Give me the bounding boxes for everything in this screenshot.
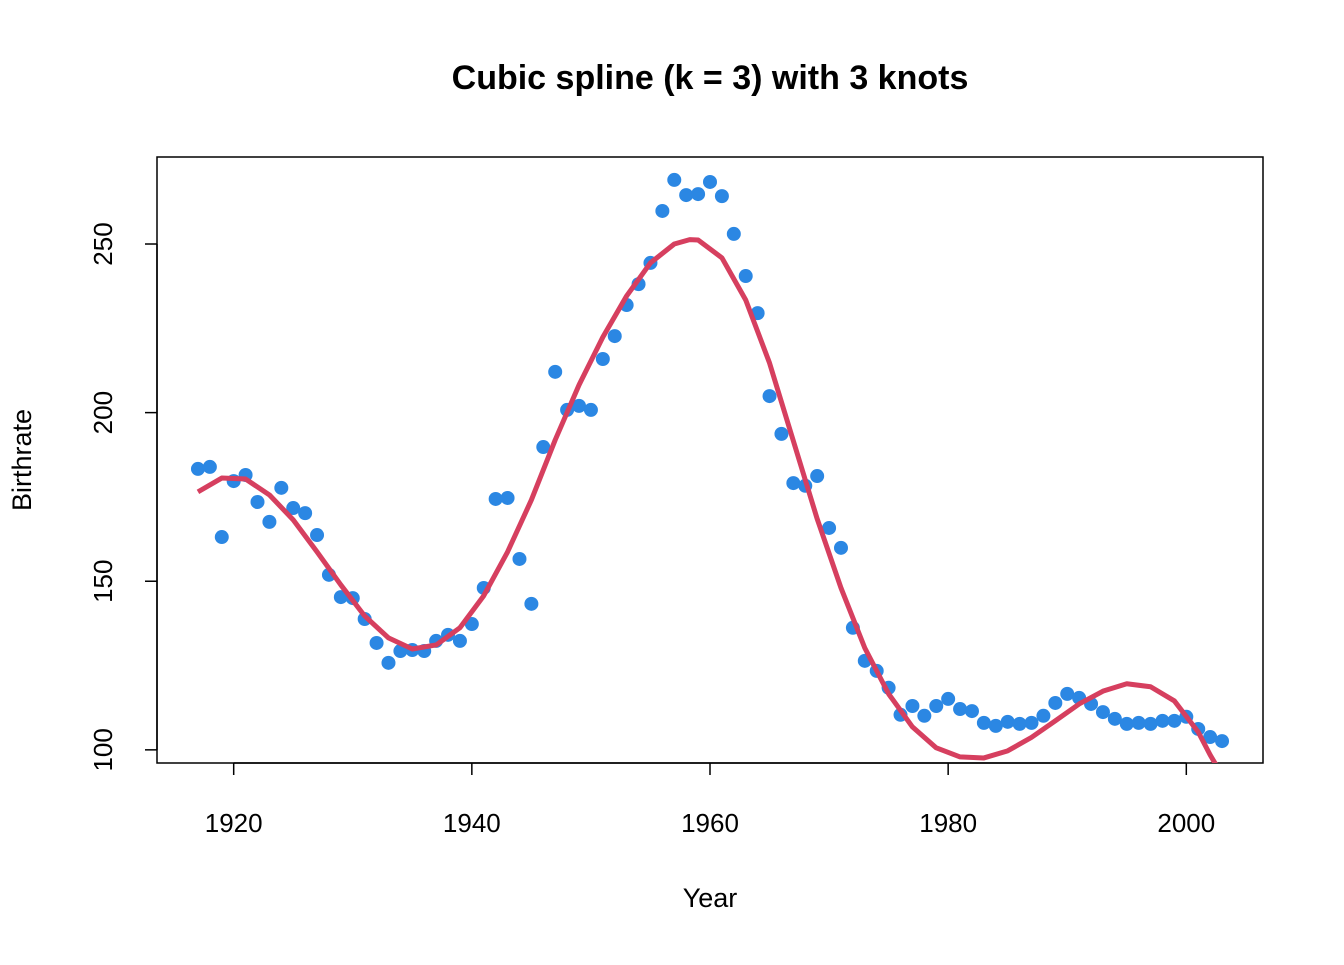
data-point [1000,714,1015,729]
data-point [488,491,503,506]
data-point [655,203,670,218]
data-point [726,226,741,241]
data-point [262,514,277,529]
data-point [941,691,956,706]
spline-curve [196,237,1218,763]
y-tick-label: 100 [88,728,118,771]
x-tick-label: 1940 [443,808,501,838]
data-point [1203,730,1218,745]
data-point [369,635,384,650]
data-point [703,174,717,189]
data-point [1036,708,1051,723]
data-point [1155,713,1170,728]
data-point [762,389,777,404]
data-point [810,469,825,484]
data-point [738,269,753,284]
data-point [1167,713,1182,728]
data-point [1024,715,1039,730]
plot-area [190,172,1230,763]
data-point [214,530,229,545]
data-point [536,440,551,455]
data-point [964,704,979,719]
y-tick-label: 250 [88,222,118,265]
data-point [929,699,944,714]
data-point [1012,716,1027,731]
data-point [310,528,325,543]
x-tick-label: 1980 [919,808,977,838]
data-point [691,187,706,202]
data-point [822,520,837,535]
chart-title: Cubic spline (k = 3) with 3 knots [452,59,969,97]
data-point [1060,686,1075,701]
data-point [607,329,622,344]
data-point [250,494,265,509]
data-point [595,352,610,366]
data-point [714,189,729,204]
data-point [1119,716,1134,731]
data-point [1215,734,1230,749]
data-point [202,459,217,474]
data-point [679,188,694,203]
data-point [988,718,1003,733]
data-point [917,708,932,723]
data-point [381,655,396,670]
data-point [833,540,848,555]
data-point [1107,711,1122,726]
x-tick-label: 2000 [1157,808,1215,838]
data-point [1131,715,1146,730]
x-tick-label: 1920 [205,808,263,838]
data-point [786,476,801,491]
y-tick-label: 200 [88,391,118,434]
data-point [286,501,301,516]
data-point [1095,705,1110,720]
data-point [667,172,682,187]
y-tick-label: 150 [88,560,118,603]
data-point [583,402,598,417]
data-point [512,551,527,566]
data-point [548,364,563,379]
data-point [572,398,587,413]
data-point [1048,695,1063,710]
data-point [953,702,968,717]
data-point [500,490,515,505]
x-axis-label: Year [683,883,738,913]
data-point [524,596,539,611]
data-point [774,426,789,441]
data-point [905,699,920,714]
data-point [976,715,991,730]
data-point [298,506,313,521]
data-point [1143,716,1158,731]
x-tick-label: 1960 [681,808,739,838]
data-point [452,633,467,648]
data-point [274,480,289,495]
y-axis-label: Birthrate [7,409,37,511]
data-point [190,461,205,476]
